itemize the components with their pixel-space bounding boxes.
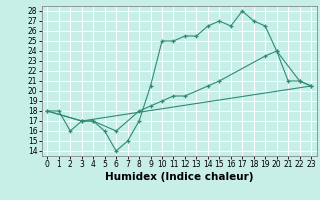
X-axis label: Humidex (Indice chaleur): Humidex (Indice chaleur) — [105, 172, 253, 182]
